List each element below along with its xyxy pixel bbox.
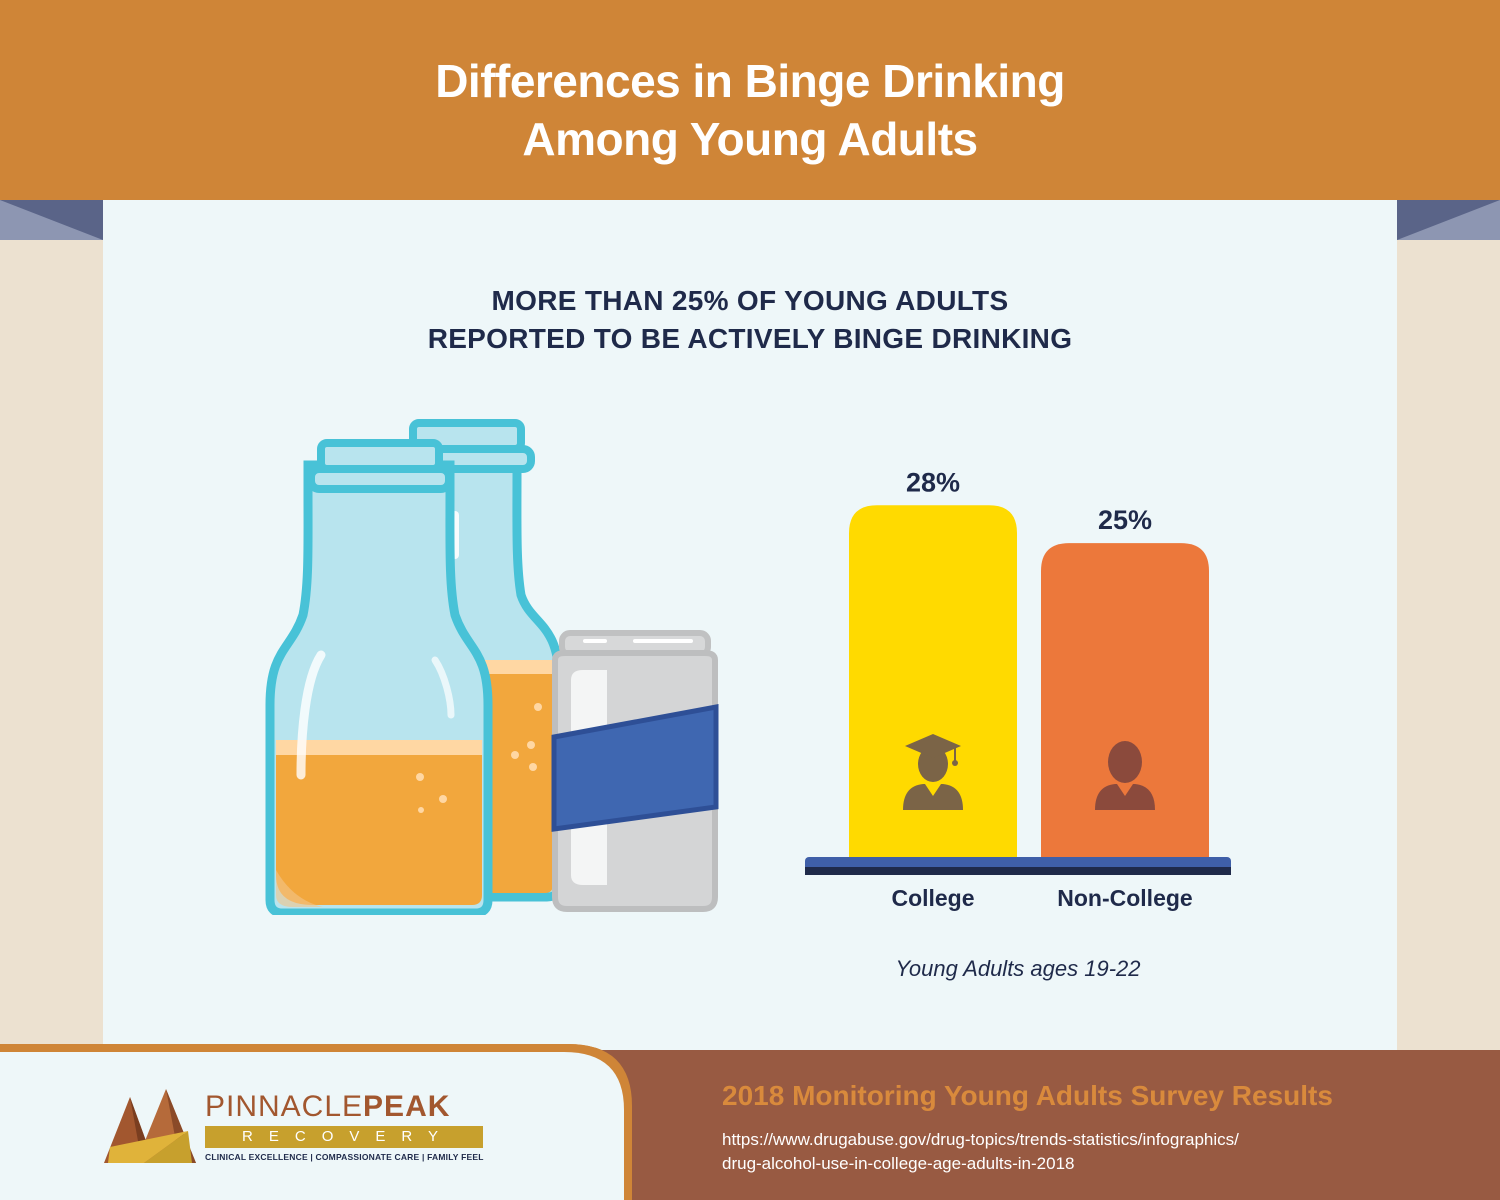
category-label-college: College [891, 885, 974, 911]
beer-bottle-icon [265, 439, 493, 915]
page-title-line-2: Among Young Adults [522, 113, 978, 165]
source-line-2[interactable]: drug-alcohol-use-in-college-age-adults-i… [722, 1154, 1075, 1173]
brand-name-bold: PEAK [363, 1090, 451, 1123]
survey-title: 2018 Monitoring Young Adults Survey Resu… [722, 1080, 1333, 1111]
ribbon-fold-right [1397, 200, 1500, 240]
brand-name: PINNACLEPEAK [205, 1090, 490, 1124]
source-link[interactable]: https://www.drugabuse.gov/drug-topics/tr… [722, 1128, 1422, 1176]
chart-caption: Young Adults ages 19-22 [895, 956, 1141, 981]
subtitle: MORE THAN 25% OF YOUNG ADULTS REPORTED T… [103, 282, 1397, 358]
brand-logo: PINNACLEPEAK RECOVERY CLINICAL EXCELLENC… [205, 1090, 490, 1162]
ribbon-fold-left [0, 200, 103, 240]
category-label-non-college: Non-College [1057, 885, 1192, 911]
bar-non-college [1041, 543, 1209, 859]
data-label-college: 28% [906, 467, 960, 497]
chart-baseline-shadow [805, 867, 1231, 875]
header-banner: Differences in Binge Drinking Among Youn… [0, 0, 1500, 200]
graduate-cap-person-icon [903, 734, 963, 810]
subtitle-line-1: MORE THAN 25% OF YOUNG ADULTS [491, 285, 1009, 316]
person-icon [1095, 741, 1155, 810]
drinks-illustration [265, 419, 719, 915]
brand-tagline: CLINICAL EXCELLENCE | COMPASSIONATE CARE… [205, 1152, 484, 1162]
source-line-1[interactable]: https://www.drugabuse.gov/drug-topics/tr… [722, 1130, 1239, 1149]
brand-name-light: PINNACLE [205, 1090, 364, 1123]
brand-subtitle: RECOVERY [205, 1126, 483, 1148]
soda-can-icon [551, 630, 719, 912]
bar-college [849, 505, 1017, 859]
content-panel: MORE THAN 25% OF YOUNG ADULTS REPORTED T… [103, 200, 1397, 1050]
data-label-non-college: 25% [1098, 505, 1152, 535]
bar-chart: 28% College 25% Non-College [805, 467, 1231, 911]
page-title-line-1: Differences in Binge Drinking [435, 55, 1065, 107]
subtitle-line-2: REPORTED TO BE ACTIVELY BINGE DRINKING [427, 323, 1073, 354]
mountain-logo-icon [104, 1089, 196, 1163]
